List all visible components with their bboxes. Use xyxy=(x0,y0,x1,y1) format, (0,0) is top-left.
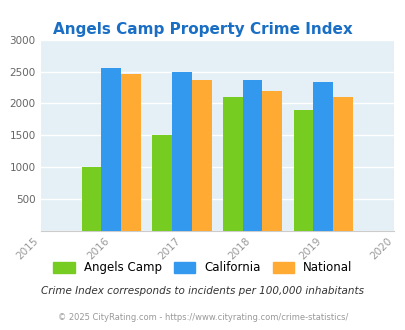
Bar xyxy=(172,72,191,231)
Bar xyxy=(191,81,211,231)
Text: Angels Camp Property Crime Index: Angels Camp Property Crime Index xyxy=(53,22,352,37)
Bar xyxy=(152,135,172,231)
Bar xyxy=(262,91,281,231)
Bar xyxy=(81,167,101,231)
Legend: Angels Camp, California, National: Angels Camp, California, National xyxy=(49,257,356,279)
Bar xyxy=(121,74,141,231)
Bar xyxy=(222,97,242,231)
Bar xyxy=(293,110,313,231)
Bar xyxy=(101,68,121,231)
Bar xyxy=(313,82,332,231)
Text: © 2025 CityRating.com - https://www.cityrating.com/crime-statistics/: © 2025 CityRating.com - https://www.city… xyxy=(58,313,347,322)
Text: Crime Index corresponds to incidents per 100,000 inhabitants: Crime Index corresponds to incidents per… xyxy=(41,286,364,296)
Bar xyxy=(242,80,262,231)
Bar xyxy=(332,97,352,231)
